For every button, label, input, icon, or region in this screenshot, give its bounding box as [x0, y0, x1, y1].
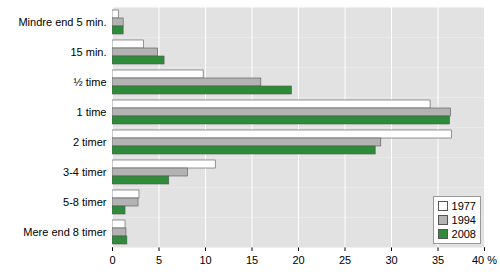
- svg-text:15: 15: [246, 254, 258, 266]
- svg-text:0: 0: [109, 254, 115, 266]
- svg-text:1 time: 1 time: [77, 106, 107, 118]
- svg-text:10: 10: [199, 254, 211, 266]
- svg-text:40 %: 40 %: [472, 254, 497, 266]
- svg-text:25: 25: [339, 254, 351, 266]
- html-text:1994: 1994: [451, 214, 476, 226]
- svg-text:Mindre end 5 min.: Mindre end 5 min.: [18, 16, 106, 28]
- html-text:2008: 2008: [451, 228, 476, 240]
- svg-text:5: 5: [156, 254, 162, 266]
- svg-text:15 min.: 15 min.: [70, 46, 106, 58]
- svg-text:20: 20: [292, 254, 304, 266]
- svg-text:35: 35: [432, 254, 444, 266]
- svg-text:½ time: ½ time: [73, 76, 106, 88]
- svg-text:3-4 timer: 3-4 timer: [63, 166, 107, 178]
- svg-text:Mere end 8 timer: Mere end 8 timer: [23, 226, 106, 238]
- svg-text:5-8 timer: 5-8 timer: [63, 196, 107, 208]
- html-text:1977: 1977: [451, 200, 476, 212]
- svg-text:30: 30: [385, 254, 397, 266]
- svg-text:2 timer: 2 timer: [73, 136, 107, 148]
